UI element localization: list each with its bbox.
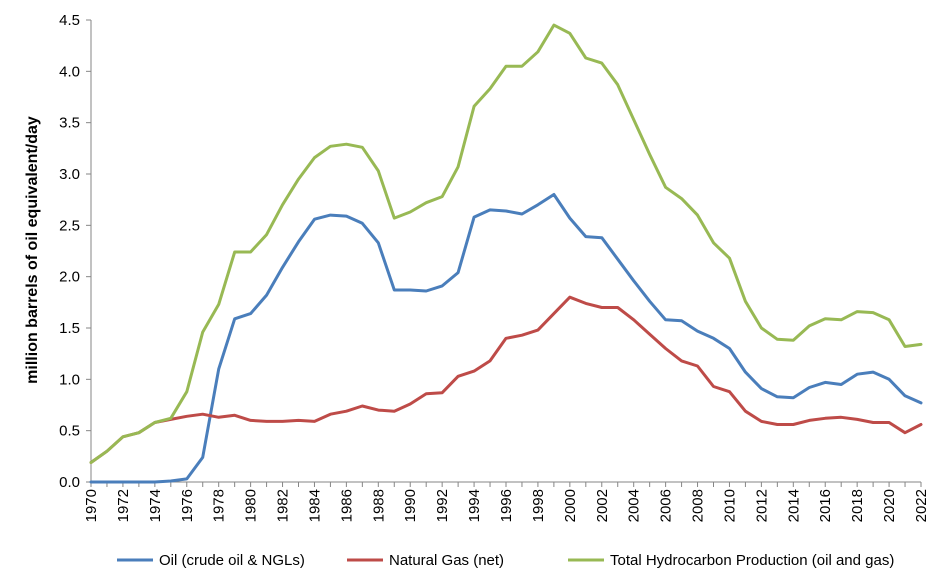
x-tick-label: 2004 <box>626 489 643 522</box>
y-tick-label: 1.0 <box>59 371 80 388</box>
y-tick-label: 4.0 <box>59 63 80 80</box>
x-tick-label: 2008 <box>690 489 707 522</box>
x-tick-label: 2006 <box>658 489 675 522</box>
x-tick-label: 1980 <box>243 489 260 522</box>
y-tick-label: 1.5 <box>59 320 80 337</box>
x-tick-label: 1996 <box>498 489 515 522</box>
x-tick-label: 1986 <box>338 489 355 522</box>
x-tick-label: 1992 <box>434 489 451 522</box>
x-tick-label: 1984 <box>306 489 323 522</box>
x-tick-label: 1994 <box>466 489 483 522</box>
x-tick-label: 2016 <box>817 489 834 522</box>
y-tick-label: 0.0 <box>59 474 80 491</box>
x-tick-label: 2012 <box>753 489 770 522</box>
x-tick-label: 2022 <box>913 489 930 522</box>
y-tick-label: 2.0 <box>59 269 80 286</box>
x-tick-label: 2018 <box>849 489 866 522</box>
series-line-3 <box>89 23 923 464</box>
x-tick-label: 2010 <box>721 489 738 522</box>
x-tick-label: 1998 <box>530 489 547 522</box>
x-tick-label: 1982 <box>275 489 292 522</box>
x-tick-label: 1970 <box>83 489 100 522</box>
x-tick-label: 1988 <box>370 489 387 522</box>
y-tick-label: 3.5 <box>59 115 80 132</box>
y-tick-label: 3.0 <box>59 166 80 183</box>
x-tick-label: 2020 <box>881 489 898 522</box>
y-tick-label: 0.5 <box>59 423 80 440</box>
x-tick-label: 2014 <box>785 489 802 522</box>
legend-label-3: Total Hydrocarbon Production (oil and ga… <box>610 552 894 569</box>
x-tick-label: 1978 <box>211 489 228 522</box>
plot-area: 0.0 0.5 1.0 1.5 2.0 2.5 3.0 3.5 4.0 4.5 1970 1972 19… <box>59 12 930 569</box>
x-tick-label: 2002 <box>594 489 611 522</box>
series-line-1 <box>89 193 923 484</box>
y-tick-label: 2.5 <box>59 217 80 234</box>
x-tick-label: 1972 <box>115 489 132 522</box>
legend-label-2: Natural Gas (net) <box>389 552 504 569</box>
y-tick-label: 4.5 <box>59 12 80 29</box>
y-axis-label: million barrels of oil equivalent/day <box>24 116 41 384</box>
x-tick-label: 1974 <box>147 489 164 522</box>
x-tick-label: 1976 <box>179 489 196 522</box>
x-tick-label: 1990 <box>402 489 419 522</box>
x-tick-label: 2000 <box>562 489 579 522</box>
legend-label-1: Oil (crude oil & NGLs) <box>159 552 305 569</box>
series-line-2 <box>89 295 923 464</box>
